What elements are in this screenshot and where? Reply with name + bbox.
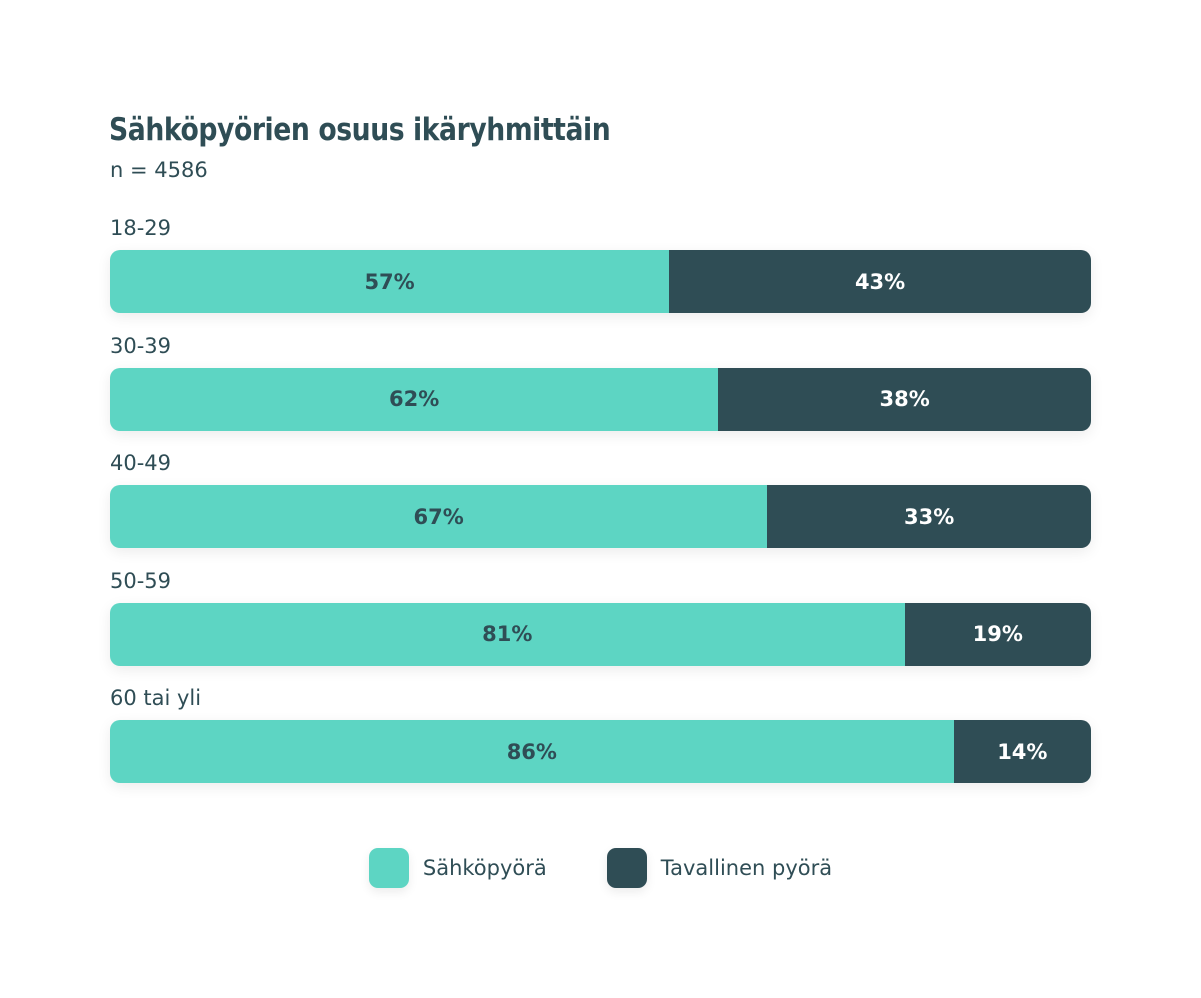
- bar-segment-electric: 62%: [110, 367, 719, 431]
- category-label: 40-49: [110, 451, 172, 475]
- legend-item: Tavallinen pyörä: [606, 848, 833, 888]
- data-label: 62%: [388, 387, 440, 411]
- stacked-bar: 62% 38%: [110, 367, 1091, 431]
- data-label: 14%: [997, 739, 1048, 764]
- chart-subtitle: n = 4586: [110, 158, 208, 182]
- data-label: 57%: [364, 269, 415, 294]
- legend-item: Sähköpyörä: [368, 848, 547, 888]
- chart-title: Sähköpyörien osuus ikäryhmittäin: [109, 112, 611, 148]
- category-label: 30-39: [110, 333, 172, 358]
- bar-segment-regular: 38%: [718, 367, 1091, 431]
- stacked-bar: 86% 14%: [110, 720, 1091, 783]
- legend-swatch: [368, 848, 409, 888]
- stacked-bar: 67% 33%: [110, 485, 1091, 548]
- stacked-bar: 81% 19%: [110, 602, 1091, 666]
- bar-segment-regular: 33%: [767, 485, 1091, 548]
- bar-segment-electric: 86%: [110, 720, 954, 783]
- bar-segment-regular: 14%: [953, 720, 1091, 783]
- bar-segment-electric: 81%: [110, 602, 905, 666]
- stacked-bar: 57% 43%: [110, 250, 1091, 313]
- category-label: 50-59: [110, 568, 172, 593]
- category-label: 18-29: [110, 216, 172, 240]
- chart-legend: Sähköpyörä Tavallinen pyörä: [0, 848, 1201, 888]
- data-label: 81%: [482, 622, 533, 646]
- bar-segment-electric: 57%: [110, 250, 670, 313]
- data-label: 19%: [972, 622, 1023, 646]
- data-label: 33%: [903, 504, 955, 529]
- data-label: 86%: [506, 739, 557, 764]
- data-label: 67%: [413, 504, 464, 529]
- data-label: 38%: [879, 387, 930, 411]
- bar-segment-regular: 19%: [904, 602, 1091, 666]
- category-label: 60 tai yli: [110, 686, 202, 710]
- legend-swatch: [606, 848, 647, 888]
- legend-label: Sähköpyörä: [422, 856, 547, 880]
- data-label: 43%: [854, 269, 906, 294]
- bar-segment-electric: 67%: [110, 485, 768, 548]
- legend-label: Tavallinen pyörä: [660, 856, 833, 880]
- bar-segment-regular: 43%: [669, 250, 1091, 313]
